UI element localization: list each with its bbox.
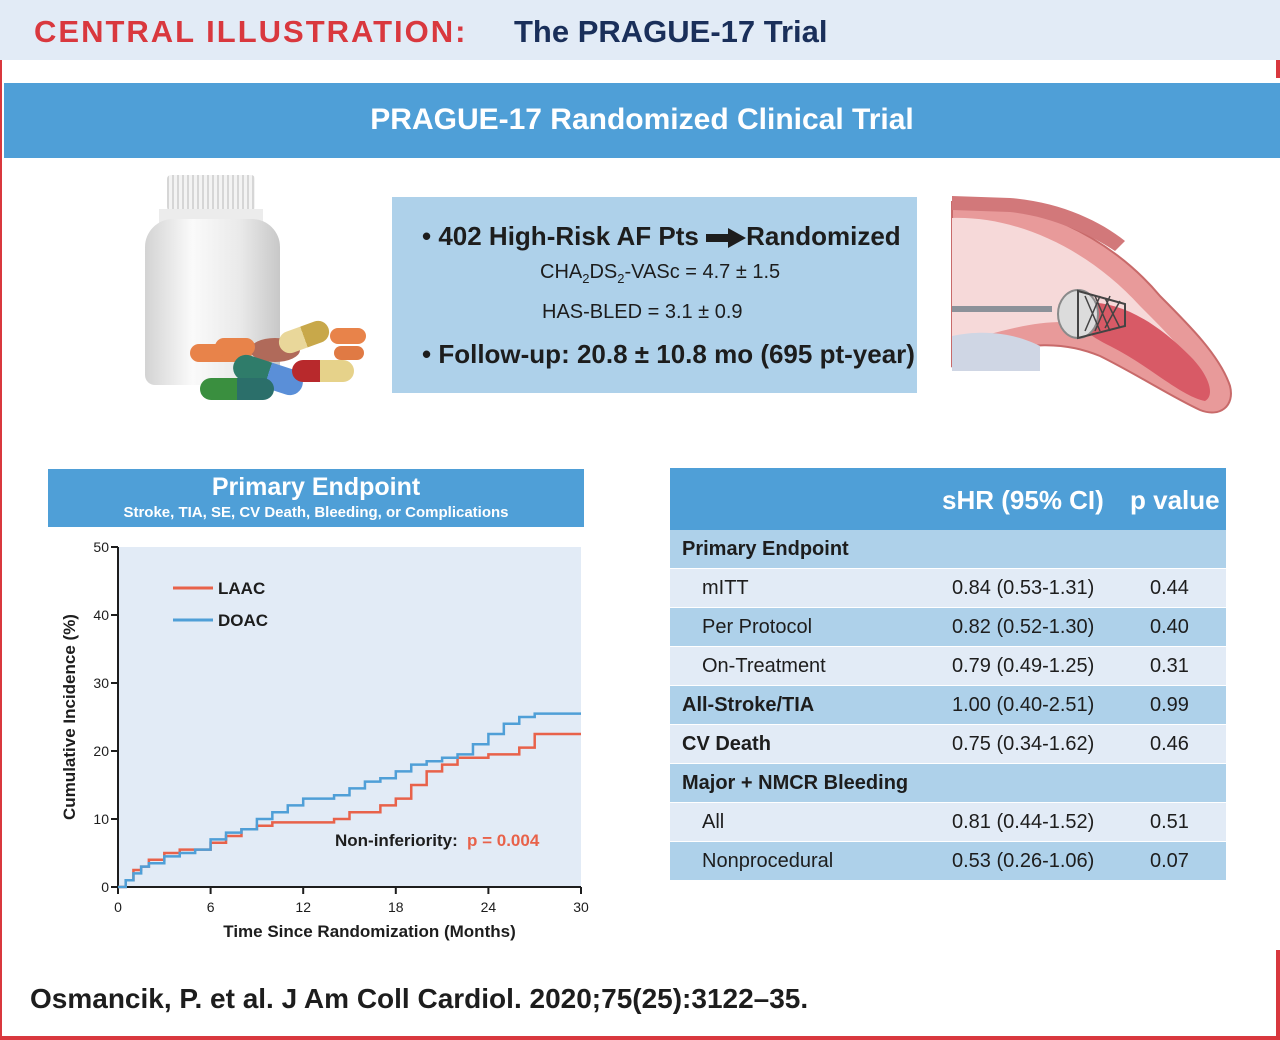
y-tick-label: 0 bbox=[101, 879, 109, 895]
cha-sub1: 2 bbox=[582, 271, 590, 286]
row-label: All bbox=[702, 811, 725, 833]
border-right-bottom bbox=[1276, 950, 1280, 1040]
followup-line: • Follow-up: 20.8 ± 10.8 mo (695 pt-year… bbox=[422, 339, 915, 369]
row-shr: 0.53 (0.26-1.06) bbox=[952, 850, 1095, 872]
table-body: Primary Endpoint mITT 0.84 (0.53-1.31) 0.44… bbox=[670, 530, 1226, 881]
y-tick-label: 40 bbox=[93, 607, 109, 623]
y-tick-label: 50 bbox=[93, 539, 109, 555]
x-tick-label: 24 bbox=[481, 899, 497, 915]
primary-endpoint-chart: 0 10 20 30 40 50 0 6 12 18 24 30 Time Since Randomiz… bbox=[60, 539, 589, 941]
non-inferiority-annotation: Non-inferiority: bbox=[335, 831, 458, 850]
table-row: CV Death 0.75 (0.34-1.62) 0.46 bbox=[670, 725, 1226, 764]
enrollment-line: • 402 High-Risk AF Pts Randomized bbox=[422, 221, 901, 252]
row-p-value: 0.31 bbox=[1150, 655, 1189, 677]
table-row: Major + NMCR Bleeding bbox=[670, 764, 1226, 803]
row-label: CV Death bbox=[682, 733, 771, 755]
legend-label-laac: LAAC bbox=[218, 579, 265, 598]
row-shr: 0.82 (0.52-1.30) bbox=[952, 616, 1095, 638]
laa-occluder-icon bbox=[951, 196, 1232, 414]
illustration-title: The PRAGUE-17 Trial bbox=[514, 14, 828, 49]
x-tick-label: 6 bbox=[207, 899, 215, 915]
chart-header: Primary Endpoint Stroke, TIA, SE, CV Dea… bbox=[48, 469, 584, 527]
table-header: sHR (95% CI) p value bbox=[670, 468, 1226, 530]
chart-subtitle: Stroke, TIA, SE, CV Death, Bleeding, or … bbox=[123, 504, 509, 521]
cha-prefix: CHA bbox=[540, 261, 583, 283]
series-line-laac bbox=[118, 732, 581, 889]
y-axis-label: Cumulative Incidence (%) bbox=[60, 614, 79, 820]
trial-summary-box: • 402 High-Risk AF Pts Randomized CHA2DS… bbox=[392, 197, 917, 393]
row-shr: 0.75 (0.34-1.62) bbox=[952, 733, 1095, 755]
plot-area bbox=[118, 547, 581, 887]
x-tick-label: 18 bbox=[388, 899, 404, 915]
has-bled-score: HAS-BLED = 3.1 ± 0.9 bbox=[542, 301, 743, 323]
column-shr: sHR (95% CI) bbox=[942, 485, 1104, 515]
x-tick-label: 12 bbox=[295, 899, 311, 915]
row-p-value: 0.44 bbox=[1150, 577, 1189, 599]
results-table: sHR (95% CI) p value Primary Endpoint mIT… bbox=[670, 468, 1226, 881]
row-label: Per Protocol bbox=[702, 616, 813, 638]
banner-text: PRAGUE-17 Randomized Clinical Trial bbox=[370, 103, 914, 136]
chart-title: Primary Endpoint bbox=[211, 473, 421, 501]
border-left bbox=[0, 0, 2, 1040]
x-tick-label: 0 bbox=[114, 899, 122, 915]
arrow-right-icon bbox=[706, 228, 747, 249]
table-row: Per Protocol 0.82 (0.52-1.30) 0.40 bbox=[670, 608, 1226, 647]
trial-banner: PRAGUE-17 Randomized Clinical Trial bbox=[4, 83, 1280, 158]
cha2ds2-vasc-score: CHA2DS2-VASc = 4.7 ± 1.5 bbox=[540, 261, 780, 286]
y-tick-label: 20 bbox=[93, 743, 109, 759]
column-p-value: p value bbox=[1130, 485, 1220, 515]
table-row: All-Stroke/TIA 1.00 (0.40-2.51) 0.99 bbox=[670, 686, 1226, 725]
row-shr: 0.81 (0.44-1.52) bbox=[952, 811, 1095, 833]
cha-sub2: 2 bbox=[617, 271, 625, 286]
row-label: mITT bbox=[702, 577, 749, 599]
row-shr: 1.00 (0.40-2.51) bbox=[952, 694, 1095, 716]
row-label: Nonprocedural bbox=[702, 850, 834, 872]
row-p-value: 0.46 bbox=[1150, 733, 1189, 755]
x-tick-label: 30 bbox=[573, 899, 589, 915]
border-bottom bbox=[0, 1036, 1280, 1040]
row-p-value: 0.07 bbox=[1150, 850, 1189, 872]
table-row: Nonprocedural 0.53 (0.26-1.06) 0.07 bbox=[670, 842, 1226, 881]
row-shr: 0.84 (0.53-1.31) bbox=[952, 577, 1095, 599]
legend-label-doac: DOAC bbox=[218, 611, 268, 630]
table-row: On-Treatment 0.79 (0.49-1.25) 0.31 bbox=[670, 647, 1226, 686]
randomized-text: Randomized bbox=[746, 221, 901, 251]
cha-suffix: -VASc = 4.7 ± 1.5 bbox=[624, 261, 781, 283]
table-row: mITT 0.84 (0.53-1.31) 0.44 bbox=[670, 569, 1226, 608]
y-tick-label: 10 bbox=[93, 811, 109, 827]
row-label: On-Treatment bbox=[702, 655, 826, 677]
illustration-label: CENTRAL ILLUSTRATION: bbox=[34, 14, 468, 49]
cha-mid: DS bbox=[589, 261, 618, 283]
enrollment-text: • 402 High-Risk AF Pts bbox=[422, 221, 699, 251]
row-label: All-Stroke/TIA bbox=[682, 694, 815, 716]
row-label: Major + NMCR Bleeding bbox=[682, 772, 909, 794]
row-p-value: 0.40 bbox=[1150, 616, 1189, 638]
title-bar: CENTRAL ILLUSTRATION: The PRAGUE-17 Tria… bbox=[0, 0, 1280, 60]
row-p-value: 0.51 bbox=[1150, 811, 1189, 833]
citation: Osmancik, P. et al. J Am Coll Cardiol. 2… bbox=[30, 983, 809, 1014]
series-line-doac bbox=[118, 712, 581, 889]
table-row: All 0.81 (0.44-1.52) 0.51 bbox=[670, 803, 1226, 842]
row-p-value: 0.99 bbox=[1150, 694, 1189, 716]
non-inferiority-p-value: p = 0.004 bbox=[467, 831, 540, 850]
row-label: Primary Endpoint bbox=[682, 538, 849, 560]
x-axis-label: Time Since Randomization (Months) bbox=[223, 922, 515, 941]
table-row: Primary Endpoint bbox=[670, 530, 1226, 569]
y-tick-label: 30 bbox=[93, 675, 109, 691]
row-shr: 0.79 (0.49-1.25) bbox=[952, 655, 1095, 677]
